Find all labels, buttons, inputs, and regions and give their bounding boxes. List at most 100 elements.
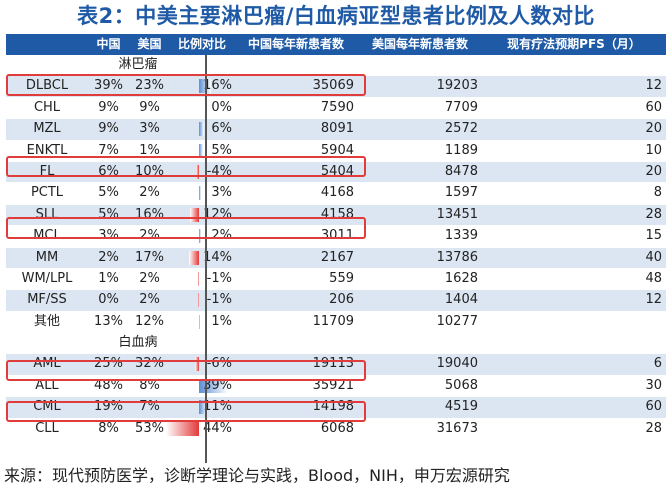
- ratio-label: 11%: [203, 399, 232, 415]
- cell-us: 2%: [139, 270, 160, 286]
- cell-pfs: 12: [645, 78, 662, 94]
- cell-name: MM: [35, 249, 59, 265]
- table-row: CHL 9% 9% 7590 7709 60 0%: [6, 97, 666, 120]
- cell-pfs: 30: [645, 377, 662, 393]
- cell-new-us: 19203: [436, 78, 478, 94]
- highlight-box: [6, 156, 366, 178]
- cell-pfs: 15: [645, 228, 662, 244]
- ratio-label: -1%: [206, 292, 232, 308]
- ratio-label: 2%: [211, 228, 232, 244]
- cell-pfs: 10: [645, 142, 662, 158]
- cell-new-cn: 11709: [312, 313, 354, 329]
- cell-cn: 5%: [98, 185, 119, 201]
- ratio-bar: [199, 186, 202, 201]
- cell-new-cn: 206: [329, 292, 354, 308]
- header-cell: 中国: [96, 37, 121, 51]
- ratio-label: 3%: [211, 185, 232, 201]
- table-row: MZL 9% 3% 8091 2572 20 6%: [6, 119, 666, 141]
- table-row: MM 2% 17% 2167 13786 40 14%: [6, 247, 666, 269]
- table-row: 其他 13% 12% 11709 10277 1%: [6, 311, 666, 334]
- cell-cn: 9%: [98, 121, 119, 137]
- ratio-label: 16%: [203, 78, 232, 94]
- cell-us: 2%: [139, 228, 160, 244]
- cell-new-us: 1404: [444, 292, 478, 308]
- cell-new-cn: 35069: [312, 78, 354, 94]
- ratio-bar: [198, 293, 199, 308]
- cell-us: 1%: [139, 142, 160, 158]
- ratio-bar: [198, 271, 199, 286]
- cell-pfs: 28: [645, 420, 662, 436]
- ratio-label: 44%: [203, 420, 232, 436]
- cell-pfs: 6: [653, 356, 662, 372]
- ratio-bar: [199, 229, 201, 244]
- table-row: CLL 8% 53% 6068 31673 28 44%: [6, 418, 666, 441]
- cell-us: 2%: [139, 292, 160, 308]
- cell-us: 8%: [139, 377, 160, 393]
- cell-name: MF/SS: [27, 292, 67, 308]
- section-row: 白血病: [6, 333, 666, 355]
- header-cell: 比例对比: [177, 37, 226, 51]
- cell-new-cn: 559: [329, 270, 354, 286]
- cell-cn: 6%: [98, 163, 119, 179]
- cell-pfs: 20: [645, 121, 662, 137]
- ratio-bar: [194, 357, 199, 372]
- header-cell: 中国每年新患者数: [247, 37, 344, 51]
- source-note: 来源：现代预防医学，诊断学理论与实践，Blood，NIH，申万宏源研究: [4, 466, 510, 485]
- cell-cn: 7%: [98, 142, 119, 158]
- cell-new-us: 8478: [444, 163, 478, 179]
- cell-new-cn: 5904: [320, 142, 354, 158]
- cell-pfs: 20: [645, 163, 662, 179]
- cell-name: MCL: [33, 228, 61, 244]
- table-row: MF/SS 0% 2% 206 1404 12 -1%: [6, 290, 666, 312]
- cell-new-us: 31673: [436, 420, 478, 436]
- cell-cn: 9%: [98, 99, 119, 115]
- cell-new-cn: 3011: [320, 228, 354, 244]
- cell-us: 10%: [135, 163, 164, 179]
- cell-cn: 19%: [94, 399, 123, 415]
- header-cell: 美国: [137, 37, 162, 51]
- ratio-bar: [199, 122, 204, 137]
- cell-new-cn: 8091: [320, 121, 354, 137]
- cell-new-cn: 5404: [320, 163, 354, 179]
- cell-cn: 0%: [98, 292, 119, 308]
- table-row: FL 6% 10% 5404 8478 20 -4%: [6, 161, 666, 184]
- cell-new-us: 7709: [444, 99, 478, 115]
- cell-new-cn: 35921: [312, 377, 354, 393]
- cell-new-us: 1628: [444, 270, 478, 286]
- cell-new-us: 1339: [444, 228, 478, 244]
- cell-new-us: 4519: [444, 399, 478, 415]
- ratio-bar: [196, 164, 199, 179]
- ratio-bar: [199, 400, 208, 415]
- cell-cn: 3%: [98, 228, 119, 244]
- cell-us: 3%: [139, 121, 160, 137]
- ratio-bar: [166, 421, 199, 436]
- cell-name: WM/LPL: [21, 270, 73, 286]
- cell-name: ALL: [35, 377, 59, 393]
- cell-new-cn: 2167: [320, 249, 354, 265]
- cell-us: 9%: [139, 99, 160, 115]
- ratio-bar: [188, 250, 199, 265]
- cell-new-us: 1189: [444, 142, 478, 158]
- ratio-label: -4%: [206, 163, 232, 179]
- cell-name: FL: [39, 163, 55, 179]
- cell-name: 其他: [33, 313, 60, 329]
- cell-pfs: 48: [645, 270, 662, 286]
- cell-name: CHL: [33, 99, 61, 115]
- cell-us: 17%: [135, 249, 164, 265]
- cell-new-us: 10277: [436, 313, 478, 329]
- cell-pfs: 12: [645, 292, 662, 308]
- header-cell: 美国每年新患者数: [371, 37, 468, 51]
- cell-cn: 13%: [94, 313, 123, 329]
- table-row: WM/LPL 1% 2% 559 1628 48 -1%: [6, 268, 666, 291]
- cell-new-us: 2572: [444, 121, 478, 137]
- ratio-zero-axis: [205, 55, 207, 463]
- ratio-label: 1%: [211, 313, 232, 329]
- section-label: 淋巴瘤: [118, 57, 158, 72]
- ratio-bar: [190, 207, 199, 222]
- highlight-box: [6, 74, 366, 96]
- ratio-label: 6%: [211, 121, 232, 137]
- ratio-label: 5%: [211, 142, 232, 158]
- cell-new-us: 13786: [436, 249, 478, 265]
- table-row: SLL 5% 16% 4158 13451 28 12%: [6, 204, 666, 227]
- cell-name: CML: [33, 399, 61, 415]
